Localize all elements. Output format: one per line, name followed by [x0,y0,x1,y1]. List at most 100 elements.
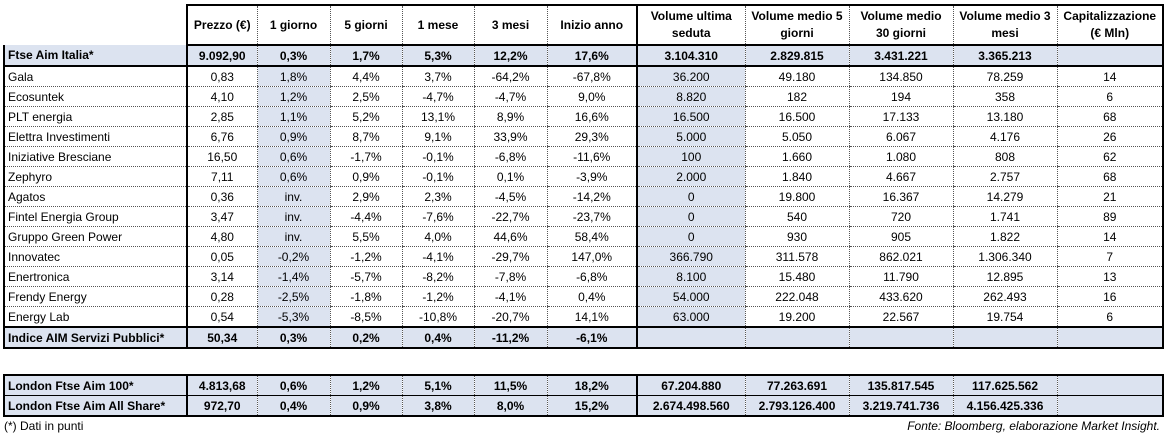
source-note: Fonte: Bloomberg, elaborazione Market In… [907,419,1160,433]
cell: 4,10 [186,86,257,107]
cell: 1,7% [329,45,402,67]
cell: 0 [636,186,745,207]
cell: 0,6% [256,374,330,396]
cell: 1.840 [744,166,849,187]
cell [1056,45,1164,67]
cell: 182 [744,86,849,107]
cell: 1.741 [952,206,1057,227]
cell: -1,4% [256,266,330,287]
cell: 2.829.815 [744,45,849,67]
cell: 13.180 [952,106,1057,127]
table-row: Gruppo Green Power 4,80 inv. 5,5% 4,0% 44,6% 5… [3,226,1164,247]
table-row: Ftse Aim Italia* 9.092,90 0,3% 1,7% 5,3% 12,2… [3,45,1164,67]
cell: 14 [1056,226,1164,247]
cell: -22,7% [473,206,547,227]
cell: -23,7% [546,206,638,227]
table-row: Indice AIM Servizi Pubblici* 50,34 0,3% 0,2… [3,327,1164,349]
cell: 0,4% [256,395,330,417]
cell: 8,7% [329,126,402,147]
cell: 17.133 [848,106,953,127]
cell: 19.200 [744,306,849,328]
cell: -20,7% [473,306,547,328]
cell: -6,8% [546,266,638,287]
cell: 5,5% [329,226,402,247]
cell: 67.204.880 [636,374,745,396]
cell: 16 [1056,286,1164,307]
cell: 433.620 [848,286,953,307]
cell [1056,374,1164,396]
cell [952,327,1057,349]
cell [1056,327,1164,349]
cell: -8,5% [329,306,402,328]
cell: 6 [1056,86,1164,107]
cell: 58,4% [546,226,638,247]
cell: 358 [952,86,1057,107]
cell: -0,1% [401,166,474,187]
cell: 8,9% [473,106,547,127]
cell: 4.156.425.336 [952,395,1057,417]
row-label: PLT energia [3,106,188,127]
cell: 0,4% [546,286,638,307]
cell: inv. [256,226,330,247]
cell: 78.259 [952,66,1057,87]
row-label: Iniziative Bresciane [3,146,188,167]
market-table: Prezzo (€) 1 giorno 5 giorni 1 mese 3 mesi In… [3,4,1164,349]
cell: 14 [1056,66,1164,87]
cell: 4.176 [952,126,1057,147]
cell: 3.431.221 [848,45,953,67]
row-label: Energy Lab [3,306,188,328]
cell: 68 [1056,166,1164,187]
row-label: Zephyro [3,166,188,187]
cell: 26 [1056,126,1164,147]
cell: 0,2% [329,327,402,349]
cell: -4,1% [401,246,474,267]
cell: -6,8% [473,146,547,167]
cell: 0,9% [256,126,330,147]
cell: 4.813,68 [186,374,257,396]
cell: 14,1% [546,306,638,328]
cell: 3,14 [186,266,257,287]
cell: -4,4% [329,206,402,227]
row-label: London Ftse Aim All Share* [3,395,188,417]
column-header: Volume medio 5 giorni [744,4,849,46]
cell: 16.500 [744,106,849,127]
row-label: London Ftse Aim 100* [3,374,188,396]
cell: 18,2% [546,374,638,396]
cell: 14.279 [952,186,1057,207]
cell: 49.180 [744,66,849,87]
cell: 0,05 [186,246,257,267]
cell: 100 [636,146,745,167]
cell: 0,36 [186,186,257,207]
cell [744,327,849,349]
cell: 0,54 [186,306,257,328]
cell: -7,8% [473,266,547,287]
cell: -1,2% [401,286,474,307]
cell: 0,1% [473,166,547,187]
cell: 1,2% [329,374,402,396]
cell: 9,1% [401,126,474,147]
header-blank [4,5,188,45]
cell: 0 [636,226,745,247]
cell [636,327,745,349]
cell: 3.365.213 [952,45,1057,67]
cell: 0,4% [401,327,474,349]
cell: 15.480 [744,266,849,287]
column-header: Capitalizzazione (€ Mln) [1056,4,1164,46]
table-row: Ecosuntek 4,10 1,2% 2,5% -4,7% -4,7% 9,0% 8.820… [3,86,1164,107]
cell: 54.000 [636,286,745,307]
row-label: Elettra Investimenti [3,126,188,147]
cell: 905 [848,226,953,247]
cell: inv. [256,206,330,227]
cell: 194 [848,86,953,107]
cell: 4.667 [848,166,953,187]
row-label: Fintel Energia Group [3,206,188,227]
cell: 21 [1056,186,1164,207]
cell: 6 [1056,306,1164,328]
cell: 5.000 [636,126,745,147]
cell: 11,5% [473,374,547,396]
cell: 50,34 [186,327,257,349]
footnote: (*) Dati in punti [4,419,84,433]
cell: 134.850 [848,66,953,87]
cell: 2,5% [329,86,402,107]
cell: 2,3% [401,186,474,207]
